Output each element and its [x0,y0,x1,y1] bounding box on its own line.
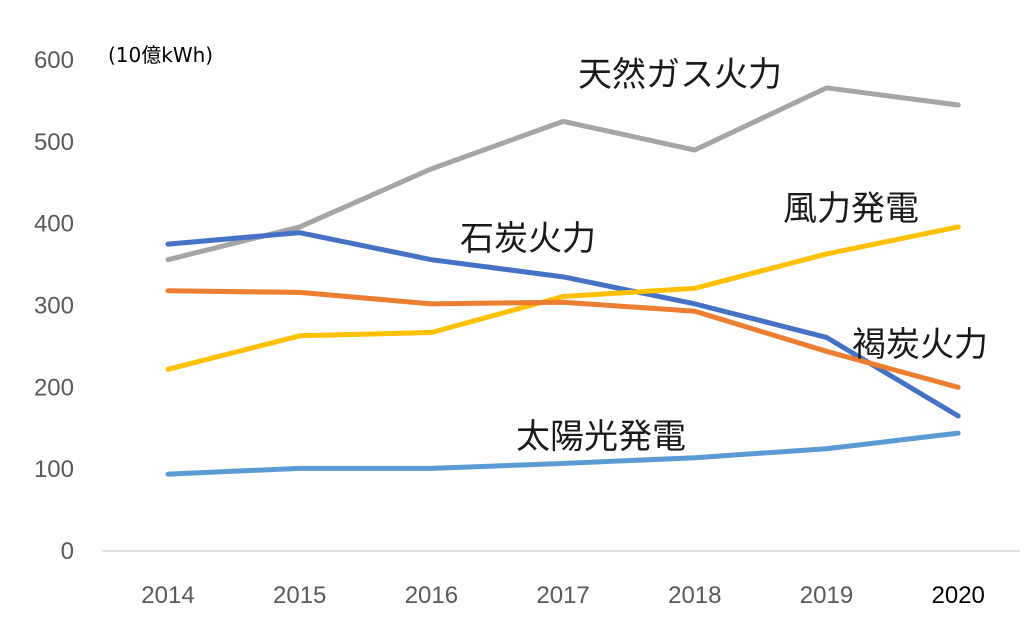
y-tick-label: 600 [34,47,74,74]
series-line-1 [165,230,961,419]
y-tick-label: 100 [34,456,74,483]
series-label-4: 太陽光発電 [516,417,686,457]
x-tick-label: 2018 [668,582,721,609]
series-label-2: 風力発電 [783,189,919,229]
series-line-3 [165,288,961,390]
y-tick-label: 300 [34,293,74,320]
y-tick-label: 400 [34,211,74,238]
series-label-3: 褐炭火力 [852,325,988,365]
series-line-4 [165,430,961,477]
series-label-1: 石炭火力 [460,219,596,259]
x-tick-label: 2017 [536,582,589,609]
x-tick-label: 2014 [141,582,194,609]
unit-label: (10億kWh) [108,43,213,67]
series-line-2 [165,224,961,372]
y-axis-ticks: 0 100 200 300 400 500 600 [34,47,74,565]
y-tick-label: 200 [34,374,74,401]
y-tick-label: 0 [61,538,74,565]
x-tick-label: 2020 [932,582,985,609]
x-tick-label: 2016 [405,582,458,609]
series-lines [165,85,961,477]
series-label-0: 天然ガス火力 [578,55,782,95]
x-tick-label: 2019 [800,582,853,609]
y-tick-label: 500 [34,129,74,156]
x-axis-ticks: 2014 2015 2016 2017 2018 2019 2020 [141,582,985,609]
series-line-0 [165,85,961,263]
x-tick-label: 2015 [273,582,326,609]
